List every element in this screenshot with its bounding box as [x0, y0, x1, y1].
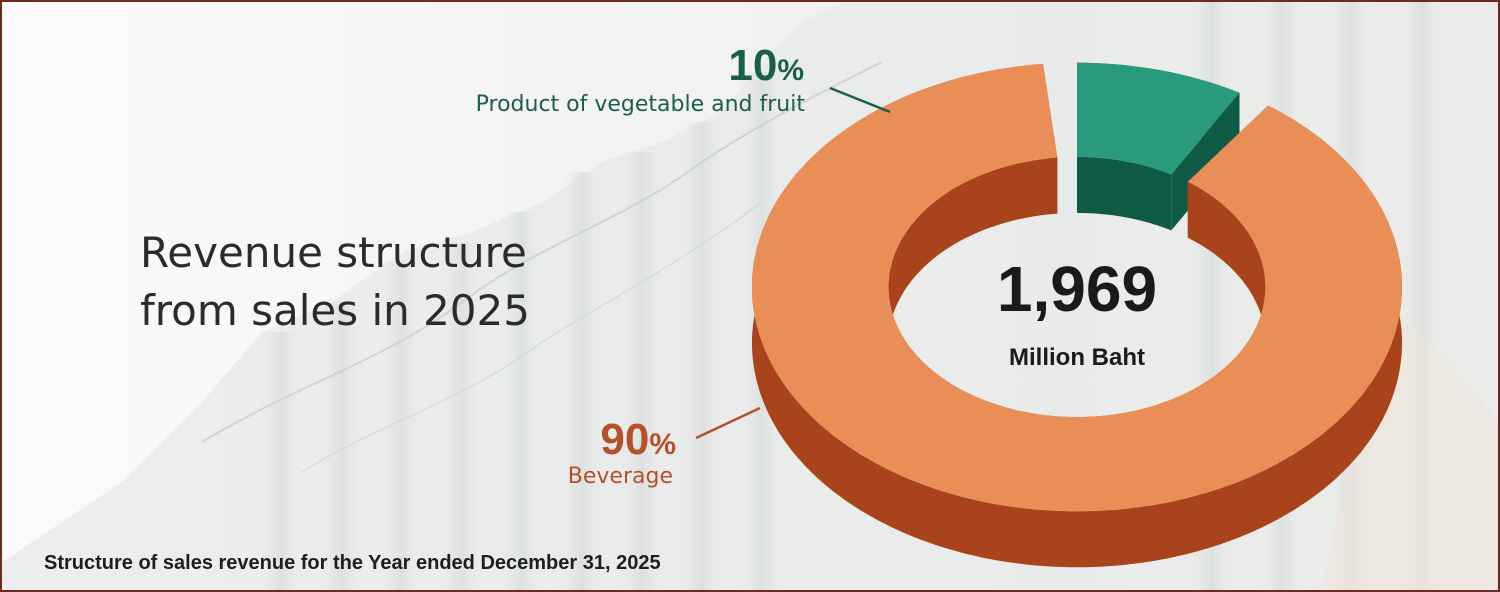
center-total-unit: Million Baht [1009, 344, 1145, 371]
background-columns [262, 2, 1442, 590]
chart-footnote: Structure of sales revenue for the Year … [44, 552, 661, 574]
slice-inner-wall [1077, 156, 1172, 231]
slice-percent-beverage: 90% [600, 415, 676, 464]
page-title: Revenue structure from sales in 2025 [140, 224, 530, 340]
slice-top-face [1077, 62, 1240, 175]
callout-line-beverage [695, 406, 761, 440]
callout-line-vegetable-fruit [829, 86, 891, 114]
center-total-value: 1,969 [997, 253, 1157, 325]
title-line-2: from sales in 2025 [140, 286, 530, 335]
slice-top-face [751, 64, 1402, 512]
slice-label-vegetable-fruit: Product of vegetable and fruit [476, 92, 806, 117]
slice-label-beverage: Beverage [568, 464, 673, 489]
slice-beverage [751, 64, 1402, 568]
title-line-1: Revenue structure [140, 228, 527, 277]
slice-percent-vegetable-fruit: 10% [728, 41, 804, 90]
